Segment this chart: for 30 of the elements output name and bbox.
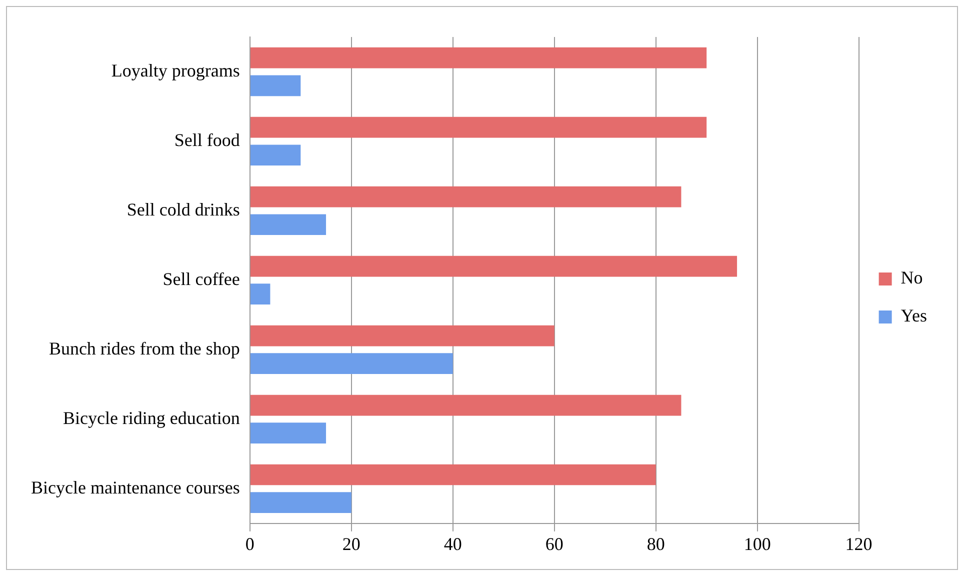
bar (250, 144, 301, 166)
y-tick-label: Sell food (174, 130, 240, 150)
y-tick-label: Sell cold drinks (126, 199, 240, 220)
x-tick-label: 80 (646, 534, 665, 554)
y-tick-label: Bicycle maintenance courses (30, 477, 240, 498)
bar (250, 214, 326, 236)
y-tick-label: Sell coffee (162, 268, 240, 289)
bar (250, 492, 352, 513)
x-tick-label: 40 (444, 534, 462, 554)
bar (250, 325, 554, 346)
bar (250, 116, 707, 138)
bar (250, 284, 270, 305)
y-tick-label: Bunch rides from the shop (48, 338, 240, 358)
x-tick-label: 60 (545, 534, 564, 554)
bar (250, 422, 326, 444)
bar (250, 186, 682, 208)
x-tick-label: 100 (744, 534, 771, 554)
bar (250, 353, 453, 374)
bar (250, 47, 707, 68)
legend-label: Yes (900, 306, 928, 326)
bar (250, 394, 682, 416)
bar (250, 75, 301, 96)
bar (250, 464, 656, 486)
bar (250, 256, 738, 277)
x-tick-label: 0 (245, 534, 254, 554)
y-tick-label: Bicycle riding education (62, 408, 240, 428)
y-tick-label: Loyalty programs (111, 60, 240, 80)
x-tick-label: 20 (342, 534, 360, 554)
x-tick-label: 120 (845, 534, 872, 554)
legend-label: No (900, 268, 923, 288)
